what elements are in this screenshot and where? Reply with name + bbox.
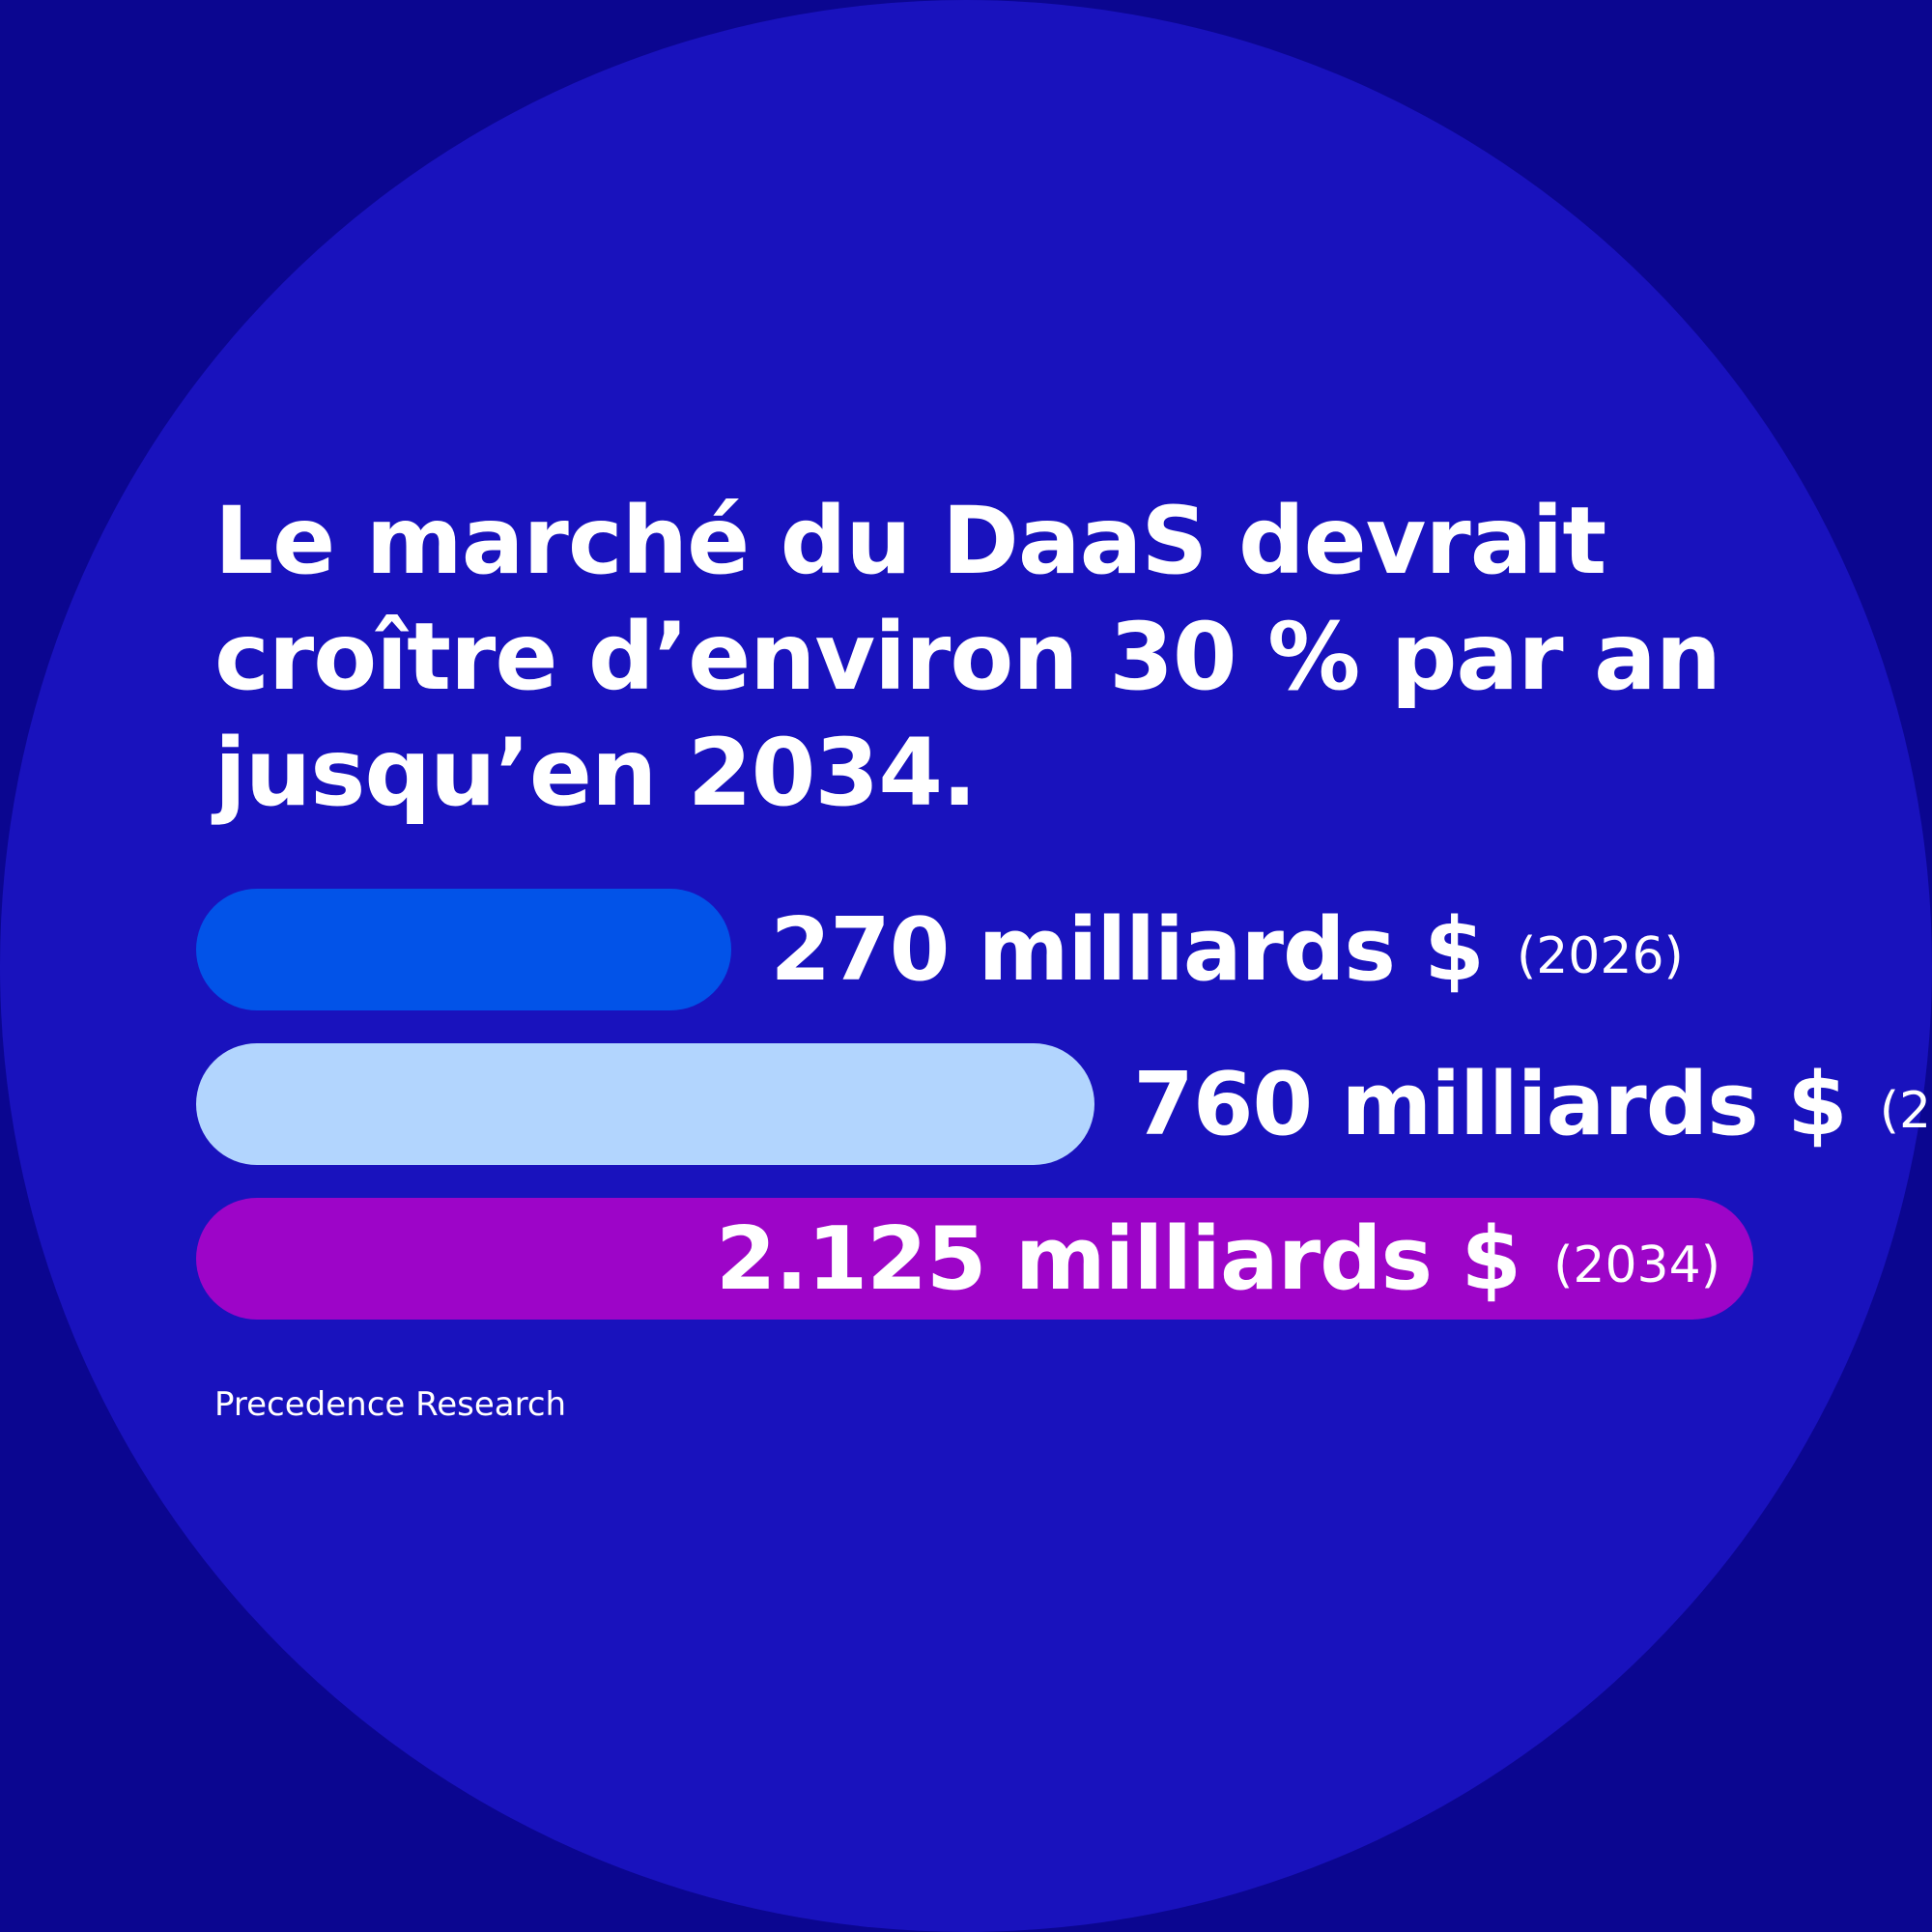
bar-year-2034: (2034) <box>1553 1236 1720 1294</box>
bar-year-2026: (2026) <box>1516 927 1684 985</box>
headline-line-1: Le marché du DaaS devrait <box>214 487 1606 595</box>
headline-line-2: croître d’environ 30 % par an <box>214 603 1721 711</box>
source-note: Precedence Research <box>214 1385 567 1424</box>
bar-label-2034: 2.125 milliards $ (2034) <box>716 1198 1720 1320</box>
bar-2034 <box>196 1198 1753 1320</box>
headline-line-3: jusqu’en 2034. <box>214 719 977 827</box>
bar-2026 <box>196 889 732 1010</box>
bar-year-2030: (2030) <box>1879 1082 1932 1140</box>
bar-2030 <box>196 1043 1095 1165</box>
bar-amount-2026: 270 milliards $ <box>770 898 1484 1001</box>
bar-amount-2030: 760 milliards $ <box>1133 1053 1847 1155</box>
bar-label-2030: 760 milliards $ (2030) <box>1133 1043 1932 1165</box>
bar-amount-2034: 2.125 milliards $ <box>715 1208 1521 1310</box>
bar-label-2026: 270 milliards $ (2026) <box>770 889 1683 1010</box>
headline: Le marché du DaaS devrait croître d’envi… <box>214 483 1760 831</box>
